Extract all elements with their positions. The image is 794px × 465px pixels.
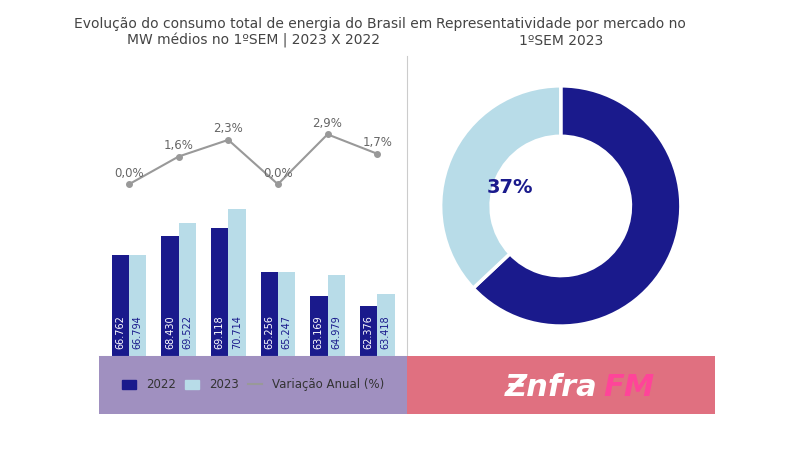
Bar (278, 272, 295, 356)
Legend: 2022, 2023, Variação Anual (%): 2022, 2023, Variação Anual (%) (118, 374, 388, 396)
Bar (211, 228, 229, 356)
Bar (129, 254, 146, 356)
Text: 2,3%: 2,3% (214, 122, 243, 135)
Text: 1,6%: 1,6% (164, 139, 194, 152)
Text: 65.247: 65.247 (282, 315, 291, 349)
Text: Ƶnfra: Ƶnfra (505, 373, 598, 402)
Text: 0,0%: 0,0% (263, 166, 293, 179)
Bar (179, 223, 196, 356)
Bar (260, 272, 278, 356)
Bar (161, 236, 179, 356)
Text: 69.118: 69.118 (214, 316, 225, 349)
Title: Representatividade por mercado no
1ºSEM 2023: Representatividade por mercado no 1ºSEM … (436, 18, 686, 48)
Bar (360, 306, 377, 356)
Text: 70.714: 70.714 (232, 315, 242, 349)
Legend: Mercado Regulado, Mercado Livre: Mercado Regulado, Mercado Livre (434, 352, 688, 374)
Title: Evolução do consumo total de energia do Brasil em
MW médios no 1ºSEM | 2023 X 20: Evolução do consumo total de energia do … (74, 17, 432, 48)
Text: 69.522: 69.522 (183, 315, 192, 349)
Wedge shape (441, 86, 561, 288)
Text: 63.418: 63.418 (381, 316, 391, 349)
Text: 63.169: 63.169 (314, 316, 324, 349)
Text: 65.256: 65.256 (264, 315, 274, 349)
Bar (229, 209, 245, 356)
Text: 68.430: 68.430 (165, 316, 175, 349)
Bar (310, 296, 327, 356)
Text: 66.794: 66.794 (133, 315, 143, 349)
Text: FM: FM (603, 373, 655, 402)
Text: 0,0%: 0,0% (114, 166, 144, 179)
Text: 62.376: 62.376 (364, 315, 373, 349)
Text: 1,7%: 1,7% (362, 136, 392, 149)
Text: 66.762: 66.762 (115, 315, 125, 349)
Bar (327, 275, 345, 356)
Text: 63%: 63% (568, 218, 614, 237)
Text: 64.979: 64.979 (331, 315, 341, 349)
Text: 37%: 37% (487, 179, 534, 198)
Bar (377, 293, 395, 356)
Text: 2,9%: 2,9% (313, 117, 342, 130)
Bar (112, 255, 129, 356)
Wedge shape (473, 86, 681, 326)
